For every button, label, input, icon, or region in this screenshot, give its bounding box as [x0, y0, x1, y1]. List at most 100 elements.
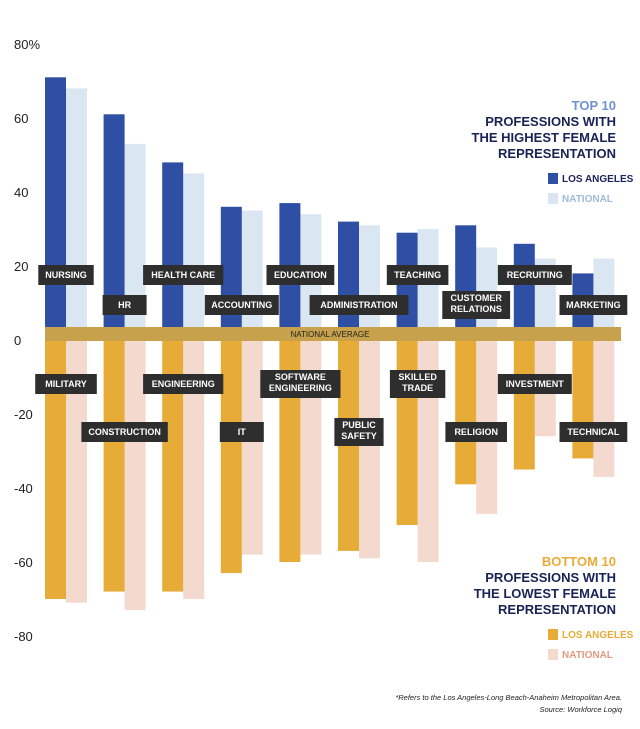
label-box-nursing	[38, 265, 94, 285]
category-label-investment: INVESTMENT	[506, 379, 565, 389]
bar-los-angeles-it	[220, 340, 242, 574]
legend-swatch	[548, 193, 558, 204]
label-box-software-engineering	[260, 370, 341, 398]
bar-national-technical	[593, 340, 615, 477]
label-box-it	[219, 422, 264, 442]
bar-national-engineering	[183, 340, 205, 599]
label-box-construction	[81, 422, 168, 442]
bar-los-angeles-health-care	[162, 162, 184, 340]
bar-los-angeles-religion	[455, 340, 477, 485]
label-box-technical	[559, 422, 628, 442]
category-label-nursing: NURSING	[45, 270, 87, 280]
bar-los-angeles-accounting	[220, 206, 242, 340]
category-label-skilled-trade: SKILLED	[398, 372, 437, 382]
y-tick-label: -20	[14, 407, 33, 422]
category-label-software-engineering: SOFTWARE	[275, 372, 326, 382]
section-title-line: PROFESSIONS WITH	[485, 114, 616, 129]
label-box-hr	[102, 295, 147, 315]
legend-swatch	[548, 629, 558, 640]
label-box-skilled-trade	[389, 370, 446, 398]
bar-los-angeles-engineering	[162, 340, 184, 592]
label-box-public-safety	[334, 418, 384, 446]
bar-los-angeles-construction	[103, 340, 125, 592]
legend-label: LOS ANGELES	[562, 174, 634, 185]
label-box-customer-relations	[442, 291, 511, 319]
section-title-line: REPRESENTATION	[498, 602, 616, 617]
category-label-marketing: MARKETING	[566, 300, 621, 310]
label-box-education	[266, 265, 335, 285]
bar-national-health-care	[183, 173, 205, 340]
category-label-military: MILITARY	[45, 379, 87, 389]
category-label-skilled-trade: TRADE	[402, 383, 433, 393]
category-label-public-safety: PUBLIC	[342, 420, 376, 430]
legend-swatch	[548, 173, 558, 184]
category-label-health-care: HEALTH CARE	[151, 270, 215, 280]
y-axis-ticks: 80% 60 40 20 0 -20 -40 -60 -80	[14, 37, 40, 644]
bar-national-accounting	[241, 210, 263, 340]
category-label-customer-relations: RELATIONS	[451, 304, 502, 314]
bar-national-it	[241, 340, 263, 555]
category-label-administration: ADMINISTRATION	[320, 300, 397, 310]
category-labels-layer: NURSING HR HEALTH CARE ACCOUNTING EDUCATION A…	[35, 265, 628, 446]
label-box-investment	[497, 374, 572, 394]
category-label-teaching: TEACHING	[394, 270, 441, 280]
legend-label: NATIONAL	[562, 650, 613, 661]
y-tick-label: 60	[14, 111, 28, 126]
label-box-health-care	[143, 265, 224, 285]
y-tick-label: -60	[14, 555, 33, 570]
bar-national-nursing	[66, 88, 87, 341]
legend-swatch	[548, 649, 558, 660]
label-box-marketing	[559, 295, 628, 315]
category-label-technical: TECHNICAL	[567, 427, 619, 437]
category-label-engineering: ENGINEERING	[152, 379, 215, 389]
label-box-recruiting	[497, 265, 572, 285]
y-tick-label: 80%	[14, 37, 40, 52]
label-box-administration	[309, 295, 409, 315]
label-box-military	[35, 374, 97, 394]
bar-national-public-safety	[359, 340, 380, 559]
category-label-accounting: ACCOUNTING	[211, 300, 272, 310]
bar-los-angeles-skilled-trade	[396, 340, 418, 525]
category-label-public-safety: SAFETY	[341, 431, 377, 441]
category-label-hr: HR	[118, 300, 131, 310]
bar-los-angeles-customer-relations	[455, 225, 477, 340]
y-tick-label: 40	[14, 185, 28, 200]
bar-los-angeles-hr	[103, 114, 125, 340]
national-average-band	[45, 327, 621, 341]
section-title-line: PROFESSIONS WITH	[485, 570, 616, 585]
bar-los-angeles-military	[45, 340, 66, 599]
bar-los-angeles-teaching	[396, 232, 418, 340]
section-title-line: THE HIGHEST FEMALE	[472, 130, 617, 145]
national-average-label: NATIONAL AVERAGE	[291, 330, 370, 339]
legends-layer: LOS ANGELES NATIONAL LOS ANGELES NATIONAL	[548, 173, 634, 661]
bar-national-military	[66, 340, 87, 603]
y-tick-label: -40	[14, 481, 33, 496]
label-box-teaching	[386, 265, 449, 285]
bar-los-angeles-recruiting	[513, 243, 535, 340]
section-title-line: TOP 10	[572, 98, 616, 113]
source-note: Source: Workforce Logiq	[539, 705, 622, 714]
bar-national-hr	[124, 143, 146, 340]
bar-los-angeles-investment	[513, 340, 535, 470]
label-box-accounting	[204, 295, 279, 315]
footnote: *Refers to the Los Angeles-Long Beach-An…	[395, 693, 622, 702]
label-box-religion	[445, 422, 507, 442]
category-label-software-engineering: ENGINEERING	[269, 383, 332, 393]
bar-national-construction	[124, 340, 146, 611]
section-title-line: REPRESENTATION	[498, 146, 616, 161]
baseline-layer: NATIONAL AVERAGE	[45, 327, 621, 341]
section-title-line: BOTTOM 10	[542, 554, 616, 569]
y-tick-label: 20	[14, 259, 28, 274]
category-label-recruiting: RECRUITING	[507, 270, 563, 280]
category-label-education: EDUCATION	[274, 270, 327, 280]
y-tick-label: -80	[14, 629, 33, 644]
legend-label: LOS ANGELES	[562, 630, 634, 641]
y-tick-label: 0	[14, 333, 21, 348]
category-label-religion: RELIGION	[454, 427, 498, 437]
notes-layer: *Refers to the Los Angeles-Long Beach-An…	[395, 693, 622, 714]
bar-los-angeles-nursing	[45, 77, 66, 341]
category-label-it: IT	[238, 427, 247, 437]
category-label-customer-relations: CUSTOMER	[451, 293, 503, 303]
